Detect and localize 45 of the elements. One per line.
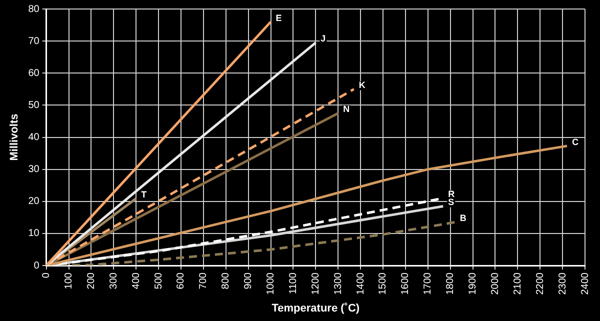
x-tick-label: 1000 — [266, 272, 277, 295]
x-tick-label: 200 — [86, 272, 97, 290]
x-tick-label: 900 — [243, 272, 254, 290]
series-label: C — [572, 136, 580, 147]
y-tick-label: 30 — [28, 164, 40, 176]
x-tick-label: 2400 — [580, 272, 591, 295]
x-tick-label: 2300 — [557, 272, 568, 295]
x-tick-label: 2000 — [490, 272, 501, 295]
x-tick-label: 500 — [153, 272, 164, 290]
y-tick-label: 10 — [28, 228, 40, 240]
x-tick-label: 800 — [220, 272, 232, 290]
x-tick-label: 100 — [64, 272, 75, 290]
y-tick-label: 70 — [28, 36, 40, 47]
x-tick-label: 1400 — [355, 272, 366, 295]
x-tick-label: 2100 — [512, 272, 524, 295]
x-tick-label: 1800 — [445, 272, 456, 295]
series-label: R — [448, 189, 456, 200]
x-tick-label: 0 — [41, 272, 52, 278]
x-tick-label: 600 — [176, 272, 187, 290]
series-label: S — [448, 197, 454, 208]
x-tick-label: 1700 — [422, 272, 434, 295]
x-tick-label: 700 — [198, 272, 210, 290]
y-tick-label: 80 — [28, 4, 40, 15]
series-label: K — [358, 80, 366, 90]
y-tick-label: 20 — [28, 196, 40, 208]
x-tick-label: 400 — [130, 272, 142, 290]
x-tick-label: 1500 — [378, 272, 389, 295]
series-label: J — [320, 34, 326, 44]
x-tick-label: 1100 — [288, 272, 299, 294]
x-tick-label: 1900 — [468, 272, 479, 295]
x-tick-label: 300 — [108, 272, 120, 290]
y-tick-label: 40 — [28, 132, 40, 144]
series-label: E — [276, 12, 282, 23]
x-tick-label: 1300 — [332, 272, 344, 295]
series-label: T — [141, 190, 148, 200]
x-tick-label: 1600 — [400, 272, 412, 295]
x-tick-label: 1200 — [310, 272, 322, 295]
y-axis-title: Millivolts — [8, 114, 21, 161]
y-tick-label: 60 — [28, 68, 40, 79]
y-tick-label: 0 — [34, 260, 40, 272]
x-tick-label: 2200 — [534, 272, 546, 295]
series-label: B — [460, 213, 467, 224]
series-label: N — [343, 104, 350, 114]
y-tick-label: 50 — [28, 100, 40, 111]
x-axis-title: Temperature (˚C) — [272, 302, 360, 314]
